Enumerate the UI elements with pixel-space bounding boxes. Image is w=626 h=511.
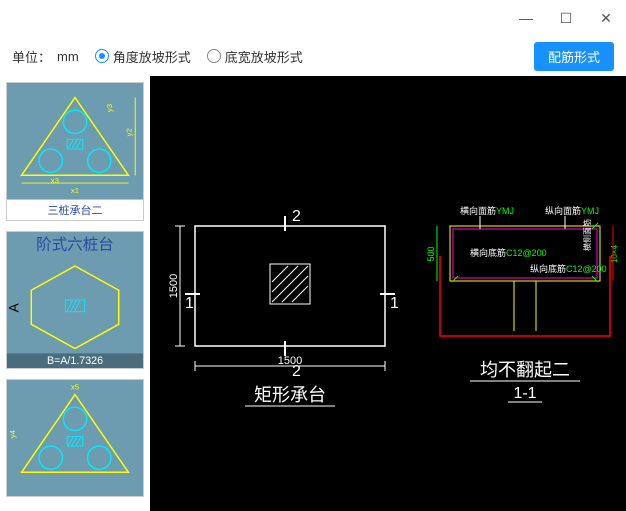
svg-text:横侧面筋: 横侧面筋 [582,219,592,251]
svg-text:y2: y2 [124,128,133,136]
svg-text:均不翻起二: 均不翻起二 [480,360,570,380]
svg-text:10×4: 10×4 [610,244,619,263]
thumb-tri-pile[interactable]: x1 y2 y3 x3 三桩承台二 [6,82,144,221]
svg-text:1500: 1500 [168,274,180,298]
template-sidebar[interactable]: x1 y2 y3 x3 三桩承台二 阶式六桩台 A B=A/1.7 [0,76,150,511]
close-button[interactable]: ✕ [586,3,626,33]
radio-width-slope[interactable]: 底宽放坡形式 [207,47,303,66]
svg-text:x3: x3 [51,176,59,185]
unit-label: 单位： [12,47,51,66]
maximize-button[interactable]: ☐ [546,3,586,33]
thumb-tri-pile-2[interactable]: x5 y4 [6,379,144,498]
toolbar: 单位： mm 角度放坡形式 底宽放坡形式 配筋形式 [0,36,626,76]
minimize-button[interactable]: — [506,3,546,33]
svg-text:1: 1 [390,295,399,312]
unit-value: mm [57,49,79,64]
svg-text:2: 2 [292,208,301,225]
svg-text:2: 2 [292,363,301,380]
svg-text:1-1: 1-1 [513,385,536,402]
svg-text:A: A [7,302,22,312]
svg-text:横向底筋C12@200: 横向底筋C12@200 [470,247,547,258]
rebar-form-button[interactable]: 配筋形式 [534,42,614,71]
drawing-canvas[interactable]: 1500 1500 1 1 2 2 [150,76,626,511]
svg-text:纵向底筋C12@200: 纵向底筋C12@200 [530,263,607,274]
window-titlebar: — ☐ ✕ [0,0,626,36]
svg-text:500: 500 [426,246,436,261]
main-area: x1 y2 y3 x3 三桩承台二 阶式六桩台 A B=A/1.7 [0,76,626,511]
svg-text:纵向面筋YMJ: 纵向面筋YMJ [545,205,599,216]
svg-text:y3: y3 [105,104,114,112]
svg-text:B=A/1.7326: B=A/1.7326 [47,355,103,367]
svg-text:矩形承台: 矩形承台 [254,385,326,405]
thumb-label: 三桩承台二 [7,200,143,220]
radio-angle-slope[interactable]: 角度放坡形式 [95,47,191,66]
radio-label: 角度放坡形式 [113,47,191,66]
radio-label: 底宽放坡形式 [225,47,303,66]
svg-text:x1: x1 [71,186,79,195]
thumb-hex-pile[interactable]: 阶式六桩台 A B=A/1.7326 [6,231,144,369]
radio-icon [207,49,221,63]
svg-text:横向面筋YMJ: 横向面筋YMJ [460,205,514,216]
svg-text:阶式六桩台: 阶式六桩台 [36,235,114,253]
radio-icon [95,49,109,63]
svg-text:1: 1 [185,295,194,312]
svg-text:x5: x5 [71,382,79,391]
svg-text:y4: y4 [8,429,17,438]
